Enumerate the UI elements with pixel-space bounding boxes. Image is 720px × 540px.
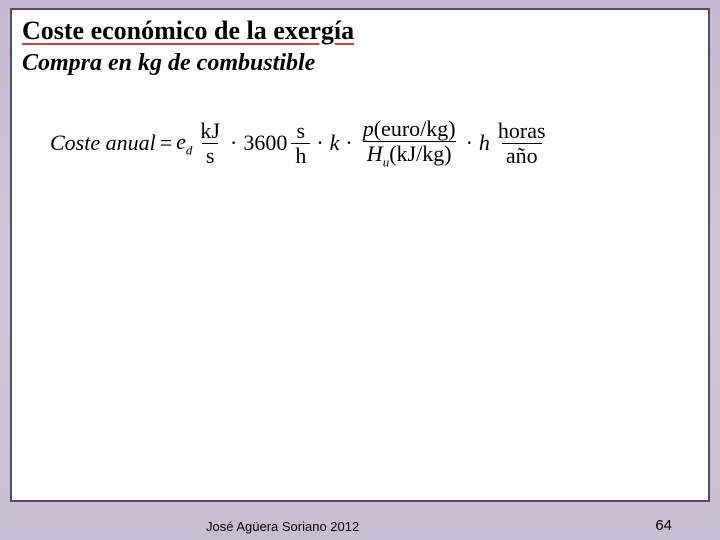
content-box: Coste económico de la exergía Compra en … (10, 8, 710, 502)
dot-3: · (343, 130, 354, 156)
frac-s-h: s h (291, 119, 310, 168)
frac-horas-ano: horas año (494, 119, 550, 168)
footer-page-number: 64 (655, 517, 672, 534)
equals-sign: = (160, 130, 172, 156)
var-h: h (479, 130, 490, 156)
slide-title: Coste económico de la exergía (22, 16, 698, 46)
dot-4: · (464, 130, 475, 156)
footer-author: José Agüera Soriano 2012 (206, 519, 359, 534)
var-ed: ed (176, 129, 192, 158)
formula-lhs: Coste anual (50, 130, 156, 156)
dot-1: · (228, 130, 239, 156)
frac-price-hu: p(euro/kg) Hu(kJ/kg) (359, 117, 460, 170)
var-k: k (330, 130, 340, 156)
slide-subtitle: Compra en kg de combustible (22, 50, 698, 77)
dot-2: · (314, 130, 325, 156)
formula: Coste anual = ed kJ s · 3600 s h · k · p… (22, 117, 698, 170)
frac-kj-s: kJ s (196, 119, 224, 168)
coef-3600: 3600 (243, 130, 287, 156)
